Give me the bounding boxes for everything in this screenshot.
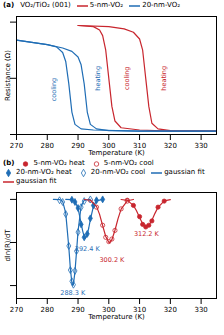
svg-text:330: 330 bbox=[194, 306, 207, 314]
svg-text:270: 270 bbox=[10, 142, 23, 150]
html-text:20-nm-VO₂ heat: 20-nm-VO₂ heat bbox=[16, 168, 72, 176]
svg-text:290: 290 bbox=[71, 142, 84, 150]
svg-text:310: 310 bbox=[132, 142, 147, 151]
svg-text:300: 300 bbox=[102, 142, 116, 151]
html-text:5-nm-VO₂ heat: 5-nm-VO₂ heat bbox=[33, 159, 85, 167]
html-text:5-nm-VO₂: 5-nm-VO₂ bbox=[89, 1, 124, 9]
svg-text:292.4 K: 292.4 K bbox=[75, 245, 101, 253]
html-text:20-nm-VO₂ cool: 20-nm-VO₂ cool bbox=[90, 168, 146, 176]
svg-text:Resistance (Ω): Resistance (Ω) bbox=[4, 50, 12, 101]
svg-text:312.2 K: 312.2 K bbox=[134, 230, 160, 238]
svg-text:320: 320 bbox=[164, 306, 177, 314]
svg-text:310: 310 bbox=[132, 306, 147, 315]
svg-text:300.2 K: 300.2 K bbox=[99, 256, 125, 264]
svg-text:300: 300 bbox=[102, 306, 116, 315]
svg-text:cooling: cooling bbox=[50, 78, 58, 101]
svg-text:Temperature (K): Temperature (K) bbox=[87, 149, 145, 157]
html-text:20-nm-VO₂: 20-nm-VO₂ bbox=[142, 1, 180, 9]
svg-text:288.3 K: 288.3 K bbox=[60, 289, 86, 297]
html-text:5-nm-VO₂ cool: 5-nm-VO₂ cool bbox=[103, 159, 154, 167]
svg-text:Temperature (K): Temperature (K) bbox=[87, 313, 145, 321]
svg-text:330: 330 bbox=[194, 142, 207, 150]
svg-text:290: 290 bbox=[71, 306, 84, 314]
html-text:VO₂/TiO₂ (001): VO₂/TiO₂ (001) bbox=[20, 1, 71, 9]
svg-text:heating: heating bbox=[160, 66, 168, 91]
svg-text:280: 280 bbox=[41, 142, 54, 150]
svg-text:heating: heating bbox=[94, 66, 102, 91]
html-text:gaussian fit: gaussian fit bbox=[16, 177, 57, 185]
html-text:(a): (a) bbox=[3, 1, 15, 9]
svg-text:270: 270 bbox=[10, 306, 23, 314]
html-text:(b): (b) bbox=[3, 159, 15, 167]
svg-text:dln(R)/dT: dln(R)/dT bbox=[4, 229, 12, 262]
svg-text:cooling: cooling bbox=[123, 67, 131, 90]
html-text:gaussian fit: gaussian fit bbox=[164, 168, 205, 176]
svg-text:280: 280 bbox=[41, 306, 54, 314]
svg-text:320: 320 bbox=[164, 142, 177, 150]
